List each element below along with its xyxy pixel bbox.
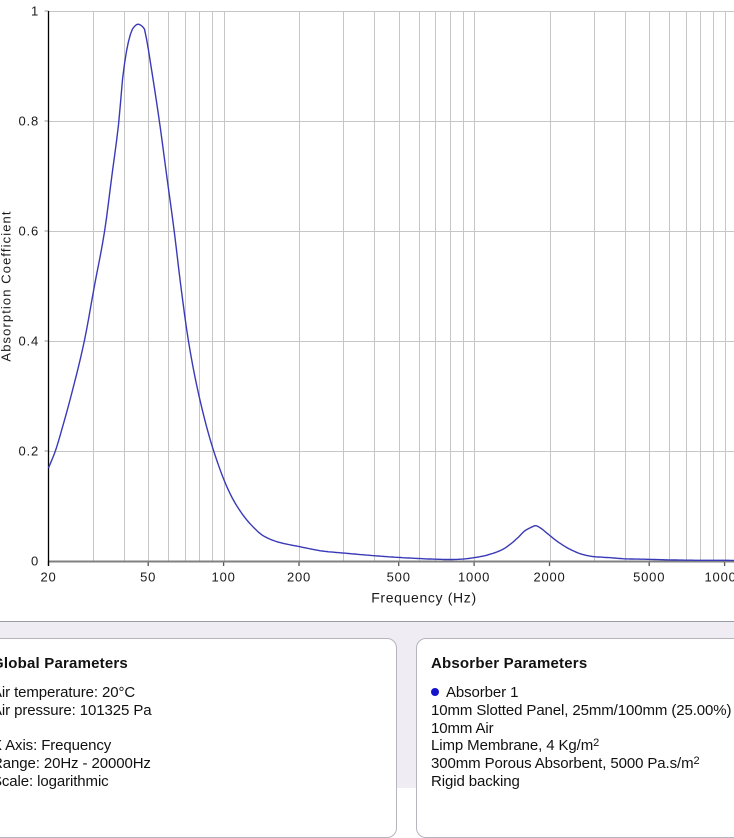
svg-text:20: 20	[40, 570, 56, 585]
svg-text:0.4: 0.4	[19, 334, 39, 349]
svg-text:500: 500	[387, 570, 411, 585]
svg-text:Frequency (Hz): Frequency (Hz)	[371, 590, 477, 606]
svg-text:2000: 2000	[533, 570, 565, 585]
svg-text:1000: 1000	[458, 570, 490, 585]
svg-text:100: 100	[212, 570, 236, 585]
svg-text:50: 50	[140, 570, 156, 585]
svg-text:1: 1	[31, 4, 39, 19]
svg-text:200: 200	[287, 570, 311, 585]
svg-text:0.8: 0.8	[19, 114, 39, 129]
svg-text:5000: 5000	[633, 570, 665, 585]
svg-text:0.6: 0.6	[19, 224, 39, 239]
svg-text:Absorption Coefficient: Absorption Coefficient	[0, 210, 14, 361]
svg-text:0: 0	[31, 554, 39, 569]
svg-text:0.2: 0.2	[19, 444, 39, 459]
